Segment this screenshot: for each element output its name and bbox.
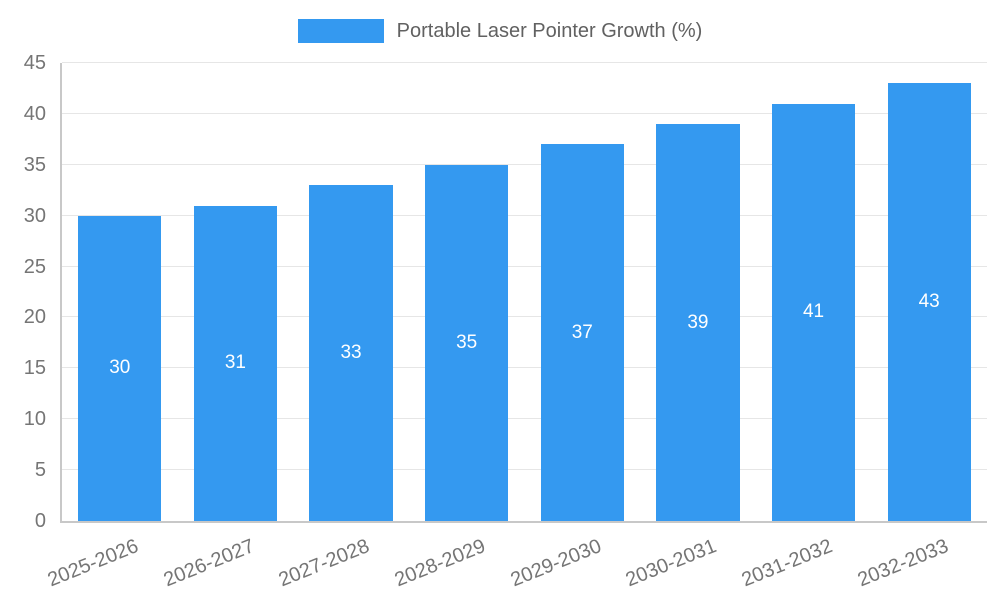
bar-value-label: 39 — [687, 311, 709, 333]
y-tick-label: 0 — [34, 510, 46, 532]
chart-legend: Portable Laser Pointer Growth (%) — [0, 16, 1000, 46]
bar-value-label: 33 — [340, 342, 362, 364]
y-tick-label: 20 — [23, 306, 46, 329]
x-tick-label: 2029-2030 — [507, 535, 605, 592]
gridline — [62, 214, 987, 216]
x-axis: 2025-2026 2026-2027 2027-2028 2028-2029 2029… — [45, 524, 985, 600]
bar: 39 — [656, 124, 740, 521]
bar: 37 — [540, 144, 624, 521]
bar-slot: 43 — [871, 63, 987, 521]
y-tick-label: 45 — [23, 52, 46, 74]
bar-value-label: 43 — [918, 291, 940, 313]
x-tick-label: 2027-2028 — [275, 535, 373, 592]
bar-value-label: 30 — [109, 357, 131, 379]
bar: 41 — [771, 103, 856, 521]
gridline — [62, 163, 987, 165]
y-tick-label: 10 — [23, 408, 46, 431]
gridline — [62, 112, 987, 114]
bar-slot: 33 — [293, 63, 409, 521]
plot-area: 30 31 33 35 37 39 41 43 — [60, 62, 987, 523]
y-tick-label: 5 — [34, 459, 46, 482]
gridline — [62, 418, 987, 420]
y-tick-label: 40 — [23, 102, 46, 125]
x-tick-label: 2030-2031 — [622, 535, 720, 592]
bar: 43 — [887, 83, 971, 521]
x-tick-label: 2028-2029 — [391, 535, 489, 592]
bar-value-label: 37 — [571, 321, 593, 343]
bar-value-label: 41 — [802, 301, 825, 323]
bar: 30 — [78, 215, 162, 521]
bar: 33 — [309, 185, 393, 521]
x-tick-label: 2025-2026 — [44, 535, 142, 592]
bar-slot: 39 — [640, 63, 756, 521]
y-tick-label: 30 — [23, 204, 46, 227]
x-tick-label: 2026-2027 — [160, 535, 258, 592]
x-tick-label: 2032-2033 — [854, 535, 952, 592]
bar: 31 — [193, 205, 278, 521]
x-tick-label: 2031-2032 — [738, 535, 836, 592]
bar-value-label: 31 — [224, 352, 247, 374]
bar-slot: 41 — [756, 63, 872, 521]
bar-slot: 37 — [525, 63, 641, 521]
y-tick-label: 15 — [23, 357, 46, 380]
gridline — [62, 62, 987, 63]
gridline — [62, 265, 987, 267]
bar-slot: 35 — [409, 63, 525, 521]
y-tick-label: 35 — [23, 153, 46, 176]
gridline — [62, 316, 987, 318]
chart-title: Portable Laser Pointer Growth (%) — [396, 19, 703, 42]
y-tick-label: 25 — [23, 255, 46, 278]
gridline — [62, 469, 987, 471]
bar-slot: 31 — [178, 63, 294, 521]
gridline — [62, 367, 987, 369]
bar: 35 — [425, 164, 509, 521]
y-axis: 0 5 10 15 20 25 30 35 40 45 — [0, 53, 50, 531]
bar-series: 30 31 33 35 37 39 41 43 — [62, 63, 987, 521]
bar-value-label: 35 — [456, 331, 478, 353]
bar-slot: 30 — [62, 63, 178, 521]
legend-swatch — [297, 19, 384, 43]
